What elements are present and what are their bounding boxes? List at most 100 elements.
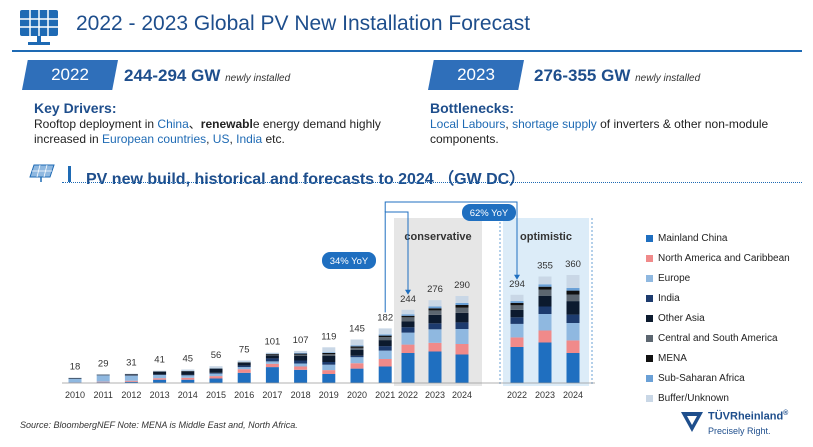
bar-segment: [237, 372, 251, 383]
yoy-badge-text: 62% YoY: [470, 208, 509, 219]
forecast_2022-text-part: ,: [206, 132, 213, 146]
legend-swatch: [646, 235, 653, 242]
bar-segment: [68, 378, 82, 383]
tick-label: 2021: [375, 390, 395, 400]
bar-segment: [401, 327, 415, 333]
bar-segment: [538, 330, 552, 343]
bar-segment: [401, 353, 415, 383]
bar-segment: [350, 345, 364, 347]
bar-segment: [428, 342, 442, 352]
bar-segment: [350, 349, 364, 356]
title-divider: [12, 50, 802, 52]
tick-label: 2022: [398, 390, 418, 400]
bar-segment: [378, 328, 392, 335]
forecast_2022-text-part: ,: [229, 132, 237, 146]
solar-panel-icon: [16, 8, 62, 46]
bar-segment: [428, 314, 442, 324]
yoy-connector-optimistic: [384, 201, 518, 277]
tick-label: 2010: [65, 390, 85, 400]
bar-segment: [181, 379, 195, 383]
bar-segment: [566, 275, 580, 288]
tick-label: 2024: [563, 390, 583, 400]
bar-segment: [322, 352, 336, 353]
forecast_2022-text-part: US: [212, 132, 230, 146]
bar-segment: [265, 363, 279, 368]
data-label: 290: [454, 280, 470, 291]
bar-segment: [350, 347, 364, 350]
bar-segment: [96, 381, 110, 383]
bar-segment: [237, 367, 251, 370]
tick-label: 2017: [262, 390, 282, 400]
bar-segment: [209, 373, 223, 377]
data-label: 56: [211, 350, 222, 361]
bar-segment: [294, 369, 308, 383]
bar-segment: [322, 353, 336, 355]
pv-stacked-bar-chart: conservative optimistic 18 2010 29 2011 31 2012…: [62, 201, 595, 400]
tick-label: 2020: [347, 390, 367, 400]
bar-segment: [401, 314, 415, 316]
tick-label: 2024: [452, 390, 472, 400]
bar-segment: [378, 340, 392, 347]
forecast_2023-text-part: Local Labours: [430, 117, 506, 131]
bar-segment: [322, 347, 336, 353]
forecast_2023-text-part: ,: [505, 117, 513, 131]
bar-segment: [401, 315, 415, 318]
legend-label: North America and Caribbean: [658, 253, 790, 264]
bar-segment: [510, 305, 524, 310]
bar-segment: [455, 354, 469, 383]
data-label: 145: [349, 324, 365, 335]
bar-segment: [566, 290, 580, 295]
bar-segment: [566, 340, 580, 353]
bar-segment: [566, 314, 580, 323]
tick-label: 2019: [319, 390, 339, 400]
scenario-label-conservative: conservative: [404, 231, 471, 243]
bar-segment: [209, 378, 223, 383]
bar-segment: [455, 305, 469, 308]
legend-item: Sub-Saharan Africa: [646, 373, 745, 384]
yoy-badge-optimistic: [462, 204, 516, 221]
bar-segment: [455, 302, 469, 305]
bar-segment: [510, 337, 524, 347]
bar-segment: [96, 374, 110, 376]
bottlenecks-heading: Bottlenecks:: [430, 100, 515, 116]
bar-segment: [265, 367, 279, 383]
bar-segment: [237, 365, 251, 368]
bar-segment: [322, 362, 336, 365]
bar-segment: [350, 355, 364, 358]
legend-label: Sub-Saharan Africa: [658, 373, 745, 384]
chart-subtitle: PV new build, historical and forecasts t…: [86, 171, 526, 188]
bar-segment: [538, 276, 552, 285]
forecast_2022-text-part: 、: [188, 117, 201, 131]
bar-segment: [209, 366, 223, 368]
forecast_2023-text-part: of inverters & other non-module componen…: [430, 117, 769, 146]
bar-segment: [538, 295, 552, 307]
bar-segment: [538, 286, 552, 290]
tick-label: 2013: [150, 390, 170, 400]
bar-segment: [428, 351, 442, 383]
bar-segment: [209, 368, 223, 373]
forecast_2022-text-part: Rooftop deployment in: [34, 117, 158, 131]
bar-segment: [68, 378, 82, 379]
bar-segment: [322, 364, 336, 371]
legend-label: Mainland China: [658, 233, 728, 244]
legend-item: Other Asia: [646, 313, 705, 324]
data-label: 31: [126, 358, 137, 369]
bar-segment: [538, 342, 552, 383]
forecast_2023-text-part: shortage supply: [512, 117, 597, 131]
legend-swatch: [646, 395, 653, 402]
subtitle-marker: [68, 166, 71, 182]
tick-label: 2014: [178, 390, 198, 400]
tick-label: 2012: [121, 390, 141, 400]
subtitle-divider: [62, 182, 802, 183]
data-label: 119: [321, 331, 336, 342]
bottlenecks-text: Local Labours, shortage supply of invert…: [430, 117, 800, 147]
bar-segment: [510, 317, 524, 324]
bar-segment: [428, 323, 442, 330]
legend-label: Buffer/Unknown: [658, 393, 729, 404]
bar-segment: [378, 366, 392, 383]
yoy-arrowhead: [514, 274, 520, 280]
bar-segment: [566, 294, 580, 302]
legend-label: MENA: [658, 353, 687, 364]
bar-segment: [322, 370, 336, 374]
legend-item: Europe: [646, 273, 690, 284]
